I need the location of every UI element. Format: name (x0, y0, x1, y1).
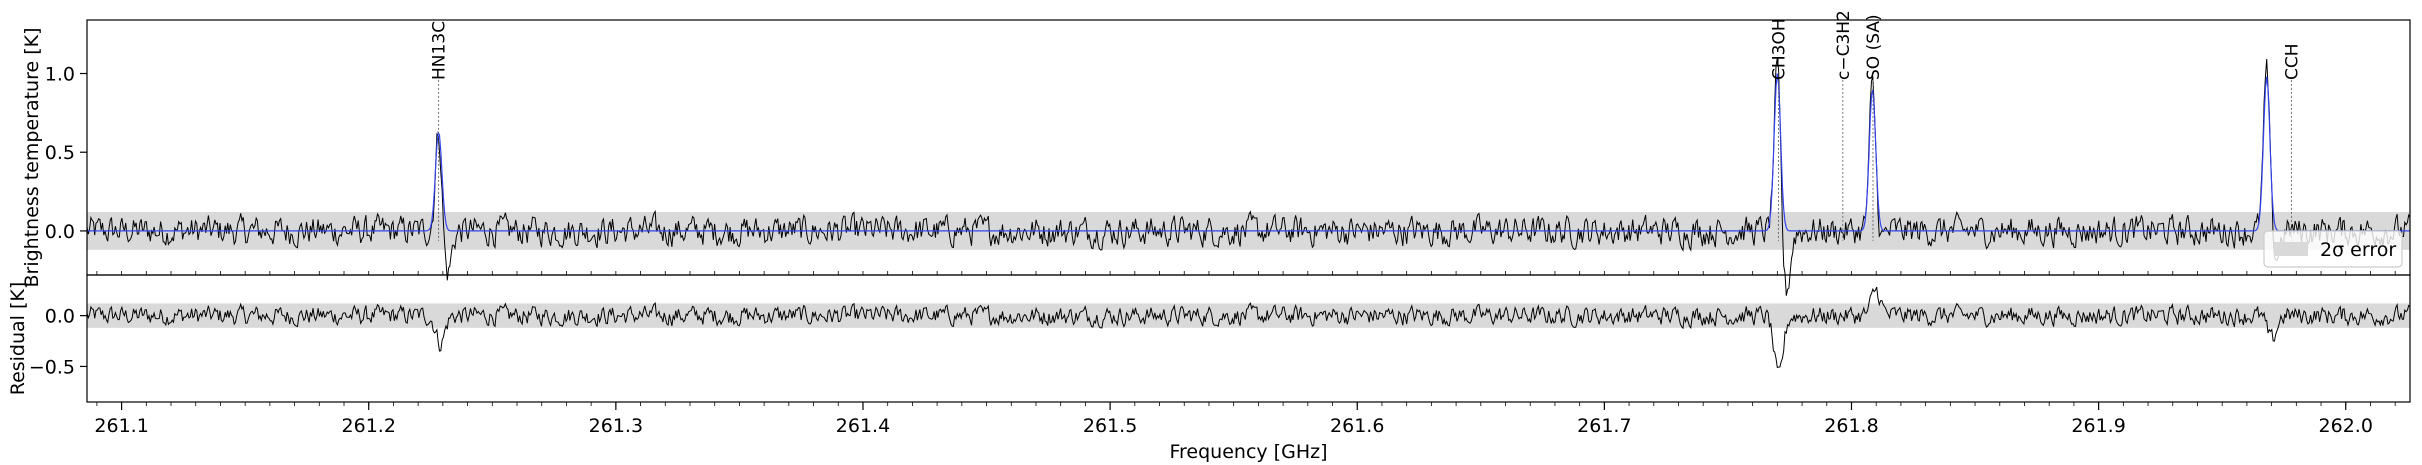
line-marker-label-0: HN13C (430, 21, 450, 80)
observed-spectrum-line (86, 57, 2411, 296)
y-tick-label-0: 0.0 (45, 221, 75, 243)
line-marker-label-1: CH3OH (1770, 18, 1790, 80)
x-tick-label-6: 261.7 (1577, 415, 1631, 437)
x-tick-label-5: 261.6 (1330, 415, 1384, 437)
x-tick-label-8: 261.9 (2071, 415, 2125, 437)
x-tick-label-2: 261.3 (589, 415, 643, 437)
line-marker-label-3: SO (SA) (1864, 14, 1884, 80)
x-tick-label-1: 261.2 (342, 415, 396, 437)
x-axis-ticks (96, 271, 2396, 275)
residual-y-axis-ticks: −0.5 0.0 (29, 306, 87, 378)
residual-y-tick-label-1: 0.0 (45, 306, 75, 328)
line-marker-label-4: CCH (2282, 43, 2302, 80)
x-tick-label-4: 261.5 (1083, 415, 1137, 437)
y-axis-label: Brightness temperature [K] (21, 28, 43, 288)
residual-plot-frame (86, 274, 2411, 403)
legend: 2σ error (2263, 230, 2403, 268)
residual-y-axis-label: Residual [K] (7, 282, 29, 396)
residual-y-tick-label-0: −0.5 (29, 356, 75, 378)
x-tick-label-0: 261.1 (94, 415, 148, 437)
legend-swatch (2274, 242, 2308, 256)
y-axis-ticks: 0.0 0.5 1.0 (45, 64, 87, 243)
residual-panel: −0.50.0 261.1 261.2 261.3 261.4 261.5 261.6 26… (7, 274, 2411, 463)
legend-entry: 2σ error (2320, 239, 2396, 261)
legend-box (2263, 230, 2403, 268)
line-markers: HN13C CH3OH c−C3H2 SO (SA) CCH (430, 10, 2302, 241)
y-tick-label-1: 0.5 (45, 142, 75, 164)
line-marker-label-2: c−C3H2 (1834, 10, 1854, 80)
x-axis-label: Frequency [GHz] (1169, 441, 1327, 463)
model-spectrum-line (87, 73, 2410, 232)
y-tick-label-2: 1.0 (45, 64, 75, 86)
residual-x-axis-ticks: 261.1 261.2 261.3 261.4 261.5 261.6 261.7 261.8… (94, 402, 2396, 437)
x-tick-label-3: 261.4 (836, 415, 890, 437)
spectrum-panel: HN13C CH3OH c−C3H2 SO (SA) CCH 0.0 0.5 1.0 Bri… (21, 10, 2411, 296)
x-tick-label-9: 262.0 (2319, 415, 2373, 437)
x-tick-label-7: 261.8 (1824, 415, 1878, 437)
residual-line (86, 286, 2411, 369)
